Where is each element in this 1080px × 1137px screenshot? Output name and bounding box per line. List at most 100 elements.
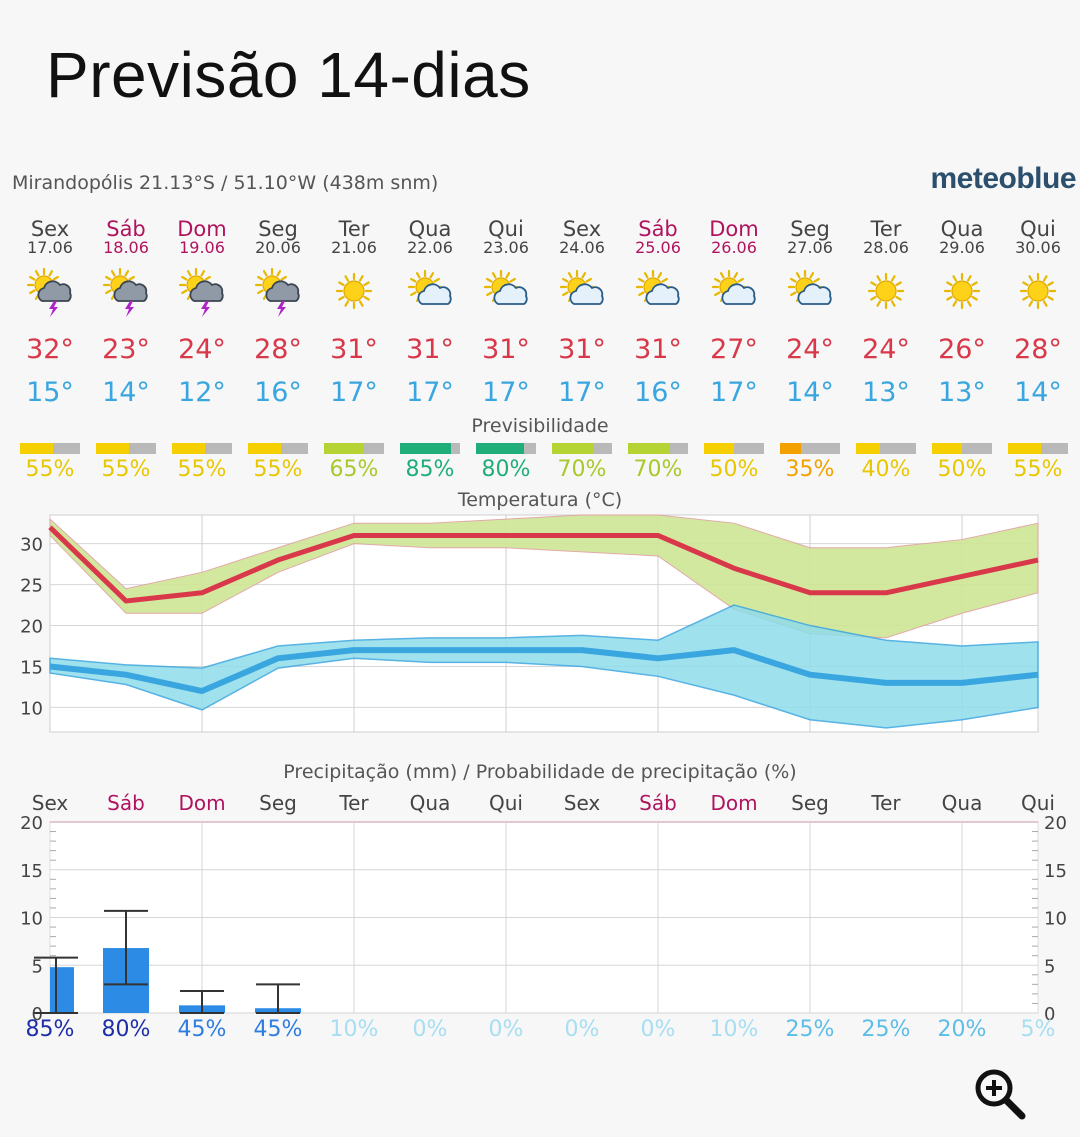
predictability-value: 55% (1014, 457, 1063, 482)
precip-day-label: Qui (1021, 791, 1055, 815)
temperature-chart: 10 15 20 25 30 (20, 514, 1039, 733)
sun-ray (505, 272, 511, 279)
tmax-value: 26° (938, 334, 986, 365)
predictability-value: 80% (482, 457, 531, 482)
precip-probability: 0% (565, 1017, 600, 1042)
tmin-value: 17° (330, 377, 378, 408)
sun-ray (567, 272, 573, 279)
day-date: 23.06 (483, 238, 529, 257)
tmax-range-band (49, 514, 1039, 639)
sun-ray (433, 277, 440, 283)
tmax-value: 27° (710, 334, 758, 365)
sun-ray (661, 277, 668, 283)
location-label: Mirandopólis 21.13°S / 51.10°W (438m snm… (12, 172, 439, 194)
precip-day-label: Seg (791, 791, 829, 815)
sun-disc (875, 280, 897, 302)
cloud-shape (189, 280, 224, 302)
precipitation-chart-title: Precipitação (mm) / Probabilidade de pre… (283, 761, 796, 783)
y-tick-label: 25 (20, 576, 43, 597)
sun-ray (358, 275, 364, 282)
day-date: 21.06 (331, 238, 377, 257)
precip-probability: 45% (254, 1017, 303, 1042)
day-date: 26.06 (711, 238, 757, 257)
sun-ray (124, 270, 130, 277)
sun-ray (262, 270, 268, 277)
lightning-bolt (125, 301, 134, 317)
sun-ray (429, 272, 435, 279)
zoom-in-icon[interactable] (972, 1066, 1028, 1122)
y-tick-label-right: 5 (1044, 956, 1055, 977)
sun-ray (585, 277, 592, 283)
sun-ray (128, 275, 135, 281)
sun-ray (358, 300, 364, 307)
precip-day-label: Seg (259, 791, 297, 815)
precip-day-label: Dom (178, 791, 225, 815)
sun-ray (257, 289, 264, 295)
sun-ray (1028, 300, 1034, 307)
precip-day-label: Ter (338, 791, 369, 815)
tmin-value: 16° (254, 377, 302, 408)
sun-icon (943, 272, 981, 310)
sun-ray (29, 275, 36, 281)
precip-day-label: Qui (489, 791, 523, 815)
precip-probability: 0% (413, 1017, 448, 1042)
sun-ray (410, 277, 417, 283)
predictability-value: 35% (786, 457, 835, 482)
sun-ray (895, 295, 902, 301)
sun-ray (714, 277, 721, 283)
tmin-line (49, 647, 1039, 695)
sun-ray (338, 295, 345, 301)
predictability-bar (20, 443, 53, 454)
meteoblue-logo[interactable]: meteoblue (930, 162, 1076, 195)
sun-ray (562, 277, 569, 283)
weather-icons-row (26, 267, 1057, 317)
lightning-bolt (277, 301, 286, 317)
y-tick-label-right: 0 (1044, 1004, 1055, 1025)
day-name: Qua (409, 217, 452, 241)
tmin-value: 15° (26, 377, 74, 408)
sun-ray (48, 270, 54, 277)
sun-ray (809, 272, 815, 279)
tmin-value: 13° (938, 377, 986, 408)
predictability-bar (400, 443, 451, 454)
predictability-bar (324, 443, 363, 454)
sun-ray (105, 289, 112, 295)
sun-ray (971, 295, 978, 301)
sun-ray (643, 272, 649, 279)
sun-cloud-icon (787, 269, 832, 305)
sun-ray (946, 281, 953, 287)
sun-ray (1042, 275, 1048, 282)
sun-cloud-icon (559, 269, 604, 305)
predictability-value: 55% (254, 457, 303, 482)
y-tick-label-right: 20 (1044, 813, 1067, 834)
precip-day-label: Sáb (107, 791, 145, 815)
sun-ray (186, 270, 192, 277)
precip-probability: 20% (938, 1017, 987, 1042)
sun-ray (890, 300, 896, 307)
precip-day-label: Dom (710, 791, 757, 815)
predictability-value: 85% (406, 457, 455, 482)
tmax-value: 24° (862, 334, 910, 365)
day-name: Sex (31, 217, 69, 241)
tmax-value: 28° (1014, 334, 1062, 365)
sun-ray (657, 272, 663, 279)
predictability-bar (780, 443, 801, 454)
sun-ray (870, 281, 877, 287)
sun-ray (966, 300, 972, 307)
sun-ray (344, 300, 350, 307)
precip-probability: 80% (102, 1017, 151, 1042)
tmin-value: 16° (634, 377, 682, 408)
sun-ray (1042, 300, 1048, 307)
sun-ray (52, 275, 59, 281)
y-tick-label-left: 5 (32, 956, 43, 977)
sun-ray (200, 270, 206, 277)
predictability-value: 55% (178, 457, 227, 482)
cloud-shape (797, 283, 832, 305)
precip-error-bar (256, 983, 300, 1014)
predictability-value: 50% (938, 457, 987, 482)
sun-icon (335, 272, 373, 310)
y-tick-label-right: 15 (1044, 861, 1067, 882)
precip-probability: 85% (26, 1017, 75, 1042)
predictability-bar (932, 443, 962, 454)
